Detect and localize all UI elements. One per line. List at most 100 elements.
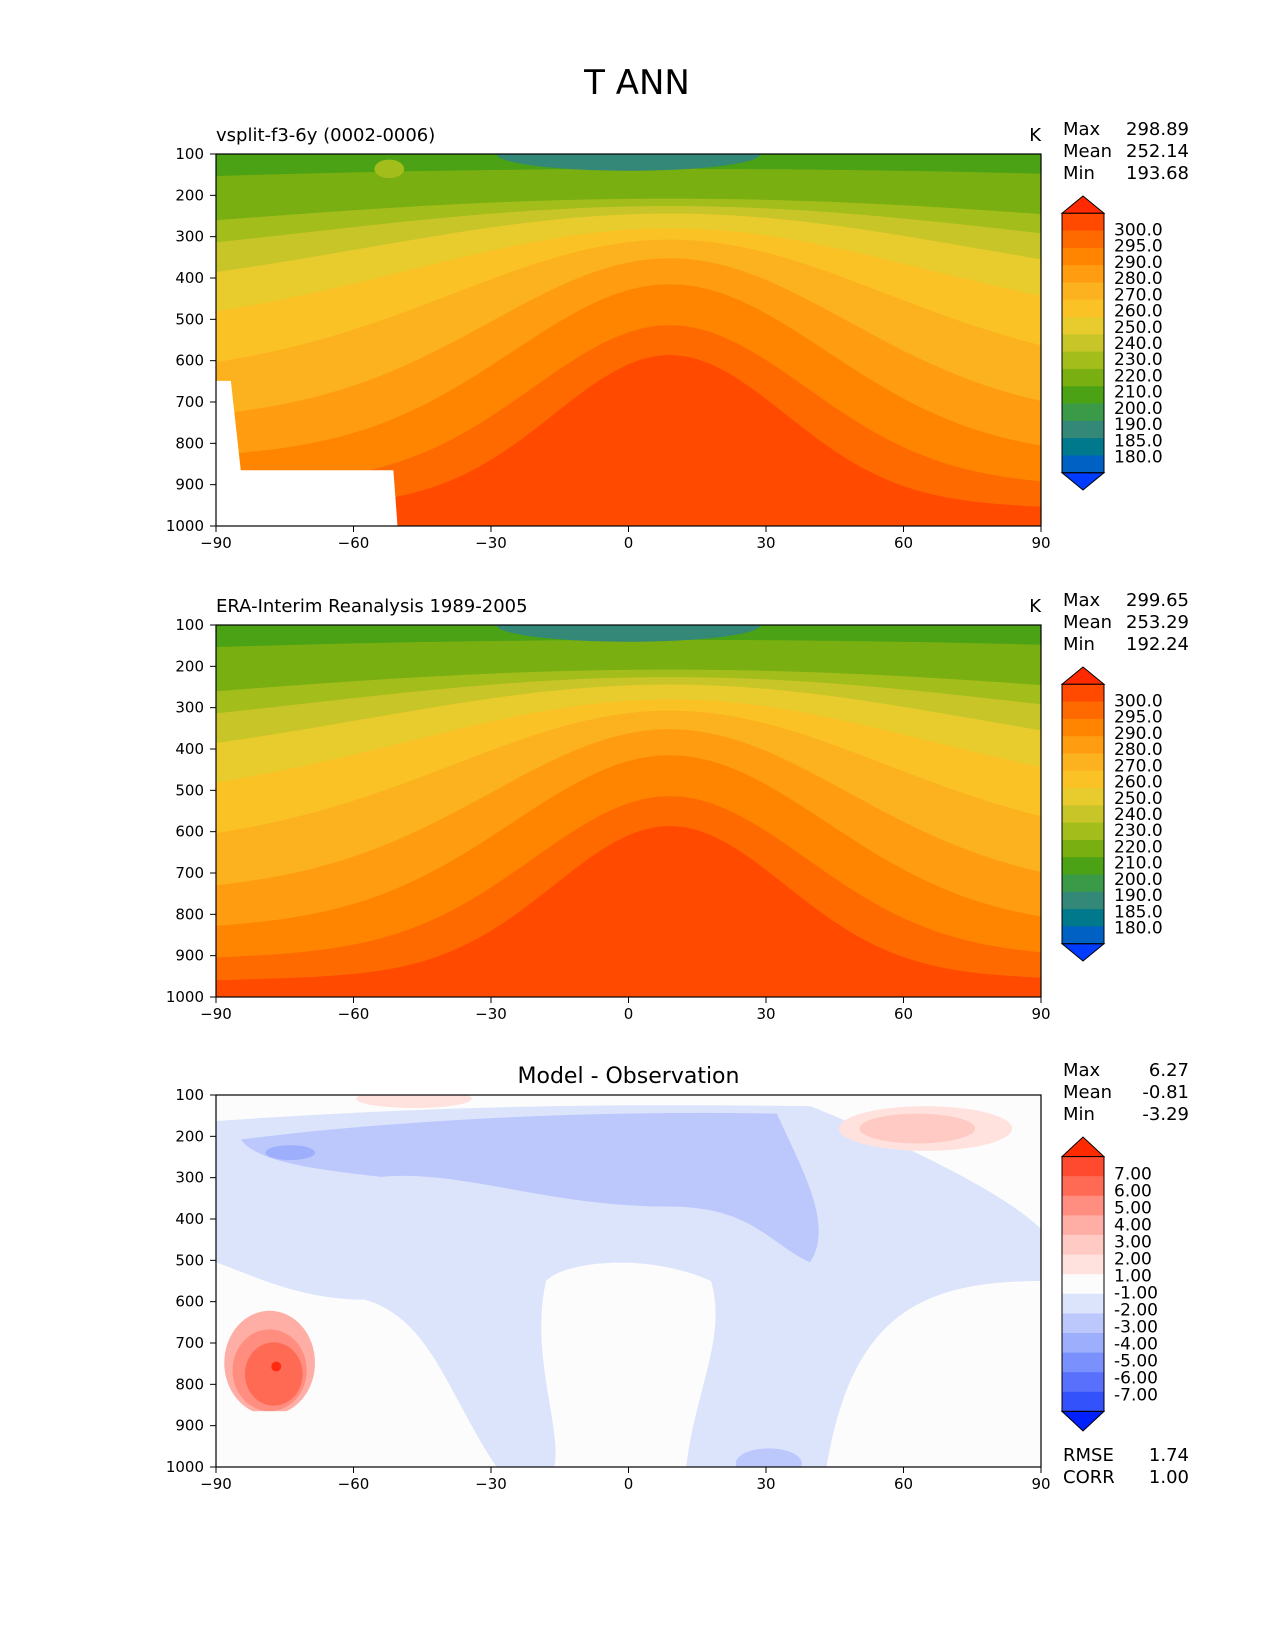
metric-value: 1.74 [1149,1445,1189,1466]
colorbar: 300.0295.0290.0280.0270.0260.0250.0240.0… [1060,666,1163,962]
y-tick-label: 800 [175,434,204,452]
x-tick-label: 0 [624,1475,634,1493]
colorbar-label: 3.00 [1114,1233,1152,1253]
colorbar-label: 220.0 [1114,837,1163,857]
colorbar-label: 185.0 [1114,431,1163,451]
colorbar-arrow-top [1060,666,1106,685]
x-tick-label: −30 [475,534,507,552]
x-tick-label: 60 [894,1475,913,1493]
colorbar-label: 290.0 [1114,724,1163,744]
chart-panel: Model - Observation100200300400500600700… [166,1060,1189,1493]
y-tick-label: 400 [175,1210,204,1228]
chart-panel: ERA-Interim Reanalysis 1989-2005 K 100 200 3… [166,590,1189,1023]
colorbar-label: 5.00 [1114,1199,1152,1219]
x-tick-label: −90 [200,1005,232,1023]
contour-band [216,825,1041,997]
colorbar-label: 2.00 [1114,1250,1152,1270]
colorbar-label: 6.00 [1114,1182,1152,1202]
y-tick-label: 600 [175,1293,204,1311]
colorbar-label: 7.00 [1114,1165,1152,1185]
colorbar-label: 230.0 [1114,350,1163,370]
colorbar-swatch [1062,265,1104,283]
contour-band [244,1342,303,1406]
stat-value: 252.14 [1126,141,1189,162]
stat-label: Max [1063,119,1101,140]
colorbar-swatch [1062,1156,1104,1177]
colorbar-swatch [1062,317,1104,335]
colorbar-label: 230.0 [1114,821,1163,841]
stat-value: -0.81 [1142,1082,1189,1103]
y-tick-label: 500 [175,781,204,799]
colorbar-arrow-bottom [1060,472,1106,491]
y-tick-label: 200 [175,1127,204,1145]
y-tick-label: 900 [175,476,204,494]
colorbar-swatch [1062,1235,1104,1256]
colorbar-arrow-bottom [1060,1410,1106,1432]
colorbar-label: 200.0 [1114,399,1163,419]
colorbar-swatch [1062,1215,1104,1236]
metric-label: CORR [1063,1467,1115,1488]
colorbar-swatch [1062,1274,1104,1295]
y-tick-label: 300 [175,1169,204,1187]
contour-band [216,1105,1041,1467]
x-tick-label: 30 [756,534,775,552]
y-tick-label: 500 [175,1251,204,1269]
units-label: K [1029,596,1042,617]
topography-mask [216,380,398,526]
colorbar: 7.006.005.004.003.002.001.00-1.00-2.00-3… [1060,1136,1158,1432]
stat-value: 299.65 [1126,590,1189,611]
topography-mask [216,1411,315,1467]
metric-value: 1.00 [1149,1467,1189,1488]
contour-band [240,1112,819,1263]
colorbar-swatch [1062,874,1104,893]
colorbar-label: -5.00 [1114,1351,1158,1371]
units-label: K [1029,125,1042,146]
colorbar-label: 185.0 [1114,902,1163,922]
colorbar-arrow-top [1060,195,1106,214]
stat-value: 193.68 [1126,163,1189,184]
x-tick-label: 60 [894,1005,913,1023]
colorbar-label: -7.00 [1114,1385,1158,1405]
colorbar-label: 240.0 [1114,334,1163,354]
contour-band [496,625,761,642]
colorbar-label: 270.0 [1114,285,1163,305]
colorbar-swatch [1062,1195,1104,1216]
colorbar-swatch [1062,1293,1104,1314]
colorbar-label: 300.0 [1114,221,1163,241]
y-tick-label: 400 [175,269,204,287]
colorbar-label: 270.0 [1114,756,1163,776]
colorbar-swatch [1062,1333,1104,1354]
x-tick-label: −60 [338,1475,370,1493]
x-tick-label: −60 [338,534,370,552]
colorbar-label: 210.0 [1114,854,1163,874]
contour-band [496,154,761,171]
colorbar-swatch [1062,736,1104,754]
colorbar-swatch [1062,770,1104,789]
stat-label: Min [1063,1104,1095,1125]
stat-value: 253.29 [1126,612,1189,633]
contour-band [859,1113,975,1144]
y-tick-label: 100 [175,1086,204,1104]
contour-band [374,159,405,179]
x-tick-label: 30 [756,1005,775,1023]
y-tick-label: 900 [175,947,204,965]
colorbar-swatch [1062,403,1104,422]
colorbar-label: 190.0 [1114,415,1163,435]
stat-value: 192.24 [1126,634,1189,655]
colorbar-label: 280.0 [1114,269,1163,289]
y-tick-label: 1000 [166,517,204,535]
colorbar-label: 260.0 [1114,302,1163,322]
colorbar-label: -4.00 [1114,1334,1158,1354]
colorbar-swatch [1062,701,1104,720]
panel-title: vsplit-f3-6y (0002-0006) [216,125,435,146]
x-tick-label: 0 [624,534,634,552]
stat-label: Min [1063,163,1095,184]
colorbar-arrow-top [1060,1136,1106,1158]
colorbar-swatch [1062,282,1104,301]
colorbar-swatch [1062,299,1104,318]
colorbar-label: 180.0 [1114,918,1163,938]
x-tick-label: −30 [475,1475,507,1493]
y-tick-label: 100 [175,616,204,634]
contour-band [735,1448,802,1467]
colorbar-swatch [1062,368,1104,387]
